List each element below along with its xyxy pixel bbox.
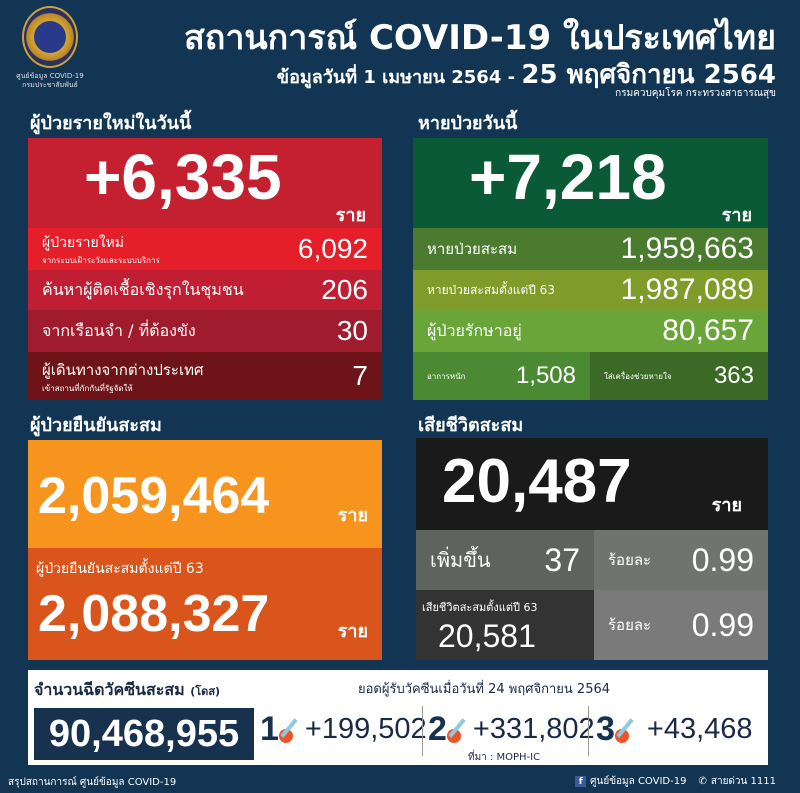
- prd-logo: [22, 6, 78, 68]
- dose-2: 2 +331,802: [428, 710, 595, 749]
- date-end: 25 พฤศจิกายน 2564: [521, 60, 776, 90]
- recovered-row: ผู้ป่วยรักษาอยู่ 80,657: [413, 310, 768, 352]
- facebook-page: ศูนย์ข้อมูล COVID-19: [590, 776, 687, 787]
- dose-3: 3 +43,468: [596, 710, 753, 749]
- row-sublabel: เข้าสถานที่กักกันที่รัฐจัดให้: [42, 383, 133, 393]
- recovered-row: หายป่วยสะสมตั้งแต่ปี 63 1,987,089: [413, 270, 768, 310]
- row-value: 30: [336, 315, 368, 346]
- new-cases-heading: ผู้ป่วยรายใหม่ในวันนี้: [30, 113, 192, 134]
- row-label: หายป่วยสะสม: [427, 240, 518, 258]
- row-label: เสียชีวิตสะสมตั้งแต่ปี 63: [422, 601, 538, 614]
- row-label: ค้นหาผู้ติดเชื้อเชิงรุกในชุมชน: [42, 279, 244, 299]
- row-label: จากเรือนจำ / ที่ต้องขัง: [42, 320, 196, 340]
- confirmed-heading: ผู้ป่วยยืนยันสะสม: [30, 415, 162, 436]
- row-sublabel: จากระบบเฝ้าระวังและระบบบริการ: [42, 255, 160, 265]
- vaccine-total-box: 90,468,955: [34, 708, 254, 760]
- row-label: หายป่วยสะสมตั้งแต่ปี 63: [427, 282, 555, 297]
- deaths-total: 20,487: [442, 447, 632, 516]
- dose-value: +331,802: [472, 713, 595, 745]
- row-label: อาการหนัก: [427, 371, 466, 381]
- ventilator-cell: ใส่เครื่องช่วยหายใจ 363: [590, 352, 768, 400]
- confirmed-since63-value: 2,088,327: [38, 585, 270, 643]
- syringe-virus-icon: [446, 715, 471, 745]
- new-cases-row: ผู้เดินทางจากต่างประเทศเข้าสถานที่กักกัน…: [28, 352, 382, 400]
- vaccine-date-label: ยอดผู้รับวัคซีนเมื่อวันที่ 24 พฤศจิกายน …: [358, 682, 611, 697]
- confirmed-since63-unit: ราย: [337, 621, 368, 642]
- row-label: ใส่เครื่องช่วยหายใจ: [604, 371, 672, 381]
- dose-number: 2: [428, 710, 447, 748]
- row-value: 1,987,089: [620, 273, 754, 306]
- row-value: 0.99: [691, 606, 754, 643]
- dose-number: 1: [260, 710, 279, 748]
- confirmed-total-panel: 2,059,464 ราย: [28, 440, 382, 548]
- row-label: ผู้ป่วยรักษาอยู่: [427, 320, 522, 340]
- row-value: 1,959,663: [620, 232, 754, 265]
- recovered-total-panel: +7,218 ราย: [413, 138, 768, 228]
- new-cases-row: ค้นหาผู้ติดเชื้อเชิงรุกในชุมชน 206: [28, 270, 382, 310]
- footer-right: f ศูนย์ข้อมูล COVID-19 ✆ สายด่วน 1111: [575, 774, 776, 789]
- new-cases-unit: ราย: [335, 205, 366, 226]
- row-label-group: ผู้ป่วยรายใหม่จากระบบเฝ้าระวังและระบบบริ…: [42, 232, 160, 267]
- vaccine-heading-text: จำนวนฉีดวัคซีนสะสม: [34, 680, 185, 699]
- row-label: ผู้ป่วยรายใหม่: [42, 234, 125, 251]
- recovered-row: หายป่วยสะสม 1,959,663: [413, 228, 768, 270]
- recovered-unit: ราย: [721, 205, 752, 226]
- facebook-icon: f: [575, 776, 587, 787]
- dose-number: 3: [596, 710, 615, 748]
- deaths-unit: ราย: [711, 495, 742, 516]
- row-value: 363: [713, 362, 754, 389]
- deaths-increase-cell: เพิ่มขึ้น 37: [416, 530, 594, 590]
- row-value: 20,581: [438, 618, 536, 654]
- row-value: 206: [321, 274, 368, 305]
- confirmed-total: 2,059,464: [38, 467, 270, 525]
- row-label: ร้อยละ: [608, 551, 652, 569]
- row-label-group: ผู้เดินทางจากต่างประเทศเข้าสถานที่กักกัน…: [42, 358, 204, 395]
- row-value: 37: [544, 541, 580, 578]
- dose-1: 1 +199,502: [260, 710, 427, 749]
- dose-value: +43,468: [646, 713, 753, 745]
- confirmed-since63-label: ผู้ป่วยยืนยันสะสมตั้งแต่ปี 63: [36, 561, 204, 577]
- divider: [588, 706, 589, 756]
- deaths-since63-cell: เสียชีวิตสะสมตั้งแต่ปี 63 20,581: [416, 590, 594, 660]
- logo-text: ศูนย์ข้อมูล COVID-19 กรมประชาสัมพันธ์: [16, 72, 84, 89]
- vaccine-source: ที่มา : MOPH-IC: [468, 752, 541, 763]
- new-cases-row: ผู้ป่วยรายใหม่จากระบบเฝ้าระวังและระบบบริ…: [28, 228, 382, 270]
- deaths-total-panel: 20,487 ราย: [416, 438, 768, 530]
- deaths-heading: เสียชีวิตสะสม: [418, 415, 524, 436]
- vaccine-heading: จำนวนฉีดวัคซีนสะสม (โดส): [34, 678, 220, 703]
- row-value: 0.99: [691, 541, 754, 578]
- deaths-pct-cell: ร้อยละ 0.99: [594, 530, 768, 590]
- row-value: 80,657: [662, 314, 754, 347]
- new-cases-total: +6,335: [84, 141, 282, 213]
- syringe-virus-icon: [278, 715, 303, 745]
- row-value: 1,508: [515, 362, 576, 389]
- row-label: เพิ่มขึ้น: [430, 548, 491, 572]
- department: กรมควบคุมโรค กระทรวงสาธารณสุข: [615, 88, 776, 99]
- confirmed-unit: ราย: [337, 505, 368, 526]
- severe-cell: อาการหนัก 1,508: [413, 352, 590, 400]
- divider: [422, 706, 423, 756]
- hotline: สายด่วน 1111: [710, 776, 776, 787]
- deaths-pct2-cell: ร้อยละ 0.99: [594, 590, 768, 660]
- date-prefix: ข้อมูลวันที่ 1 เมษายน 2564 -: [276, 67, 516, 88]
- row-label: ผู้เดินทางจากต่างประเทศ: [42, 360, 204, 379]
- recovered-heading: หายป่วยวันนี้: [418, 113, 518, 134]
- row-label: ร้อยละ: [608, 616, 652, 634]
- new-cases-total-panel: +6,335 ราย: [28, 138, 382, 228]
- row-value: 7: [352, 360, 368, 391]
- recovered-total: +7,218: [469, 141, 667, 213]
- footer-left: สรุปสถานการณ์ ศูนย์ข้อมูล COVID-19: [8, 777, 177, 788]
- vaccine-total: 90,468,955: [48, 712, 240, 755]
- syringe-virus-icon: [614, 715, 639, 745]
- confirmed-since63-panel: ผู้ป่วยยืนยันสะสมตั้งแต่ปี 63 2,088,327 …: [28, 548, 382, 660]
- row-value: 6,092: [297, 233, 368, 264]
- date-range: ข้อมูลวันที่ 1 เมษายน 2564 - 25 พฤศจิกาย…: [277, 54, 776, 95]
- vaccine-panel: จำนวนฉีดวัคซีนสะสม (โดส) 90,468,955 ยอดผ…: [28, 670, 768, 765]
- new-cases-row: จากเรือนจำ / ที่ต้องขัง 30: [28, 310, 382, 352]
- page-title: สถานการณ์ COVID-19 ในประเทศไทย: [183, 18, 776, 58]
- phone-icon: ✆: [698, 776, 707, 787]
- dose-value: +199,502: [304, 713, 427, 745]
- vaccine-heading-unit: (โดส): [190, 685, 221, 698]
